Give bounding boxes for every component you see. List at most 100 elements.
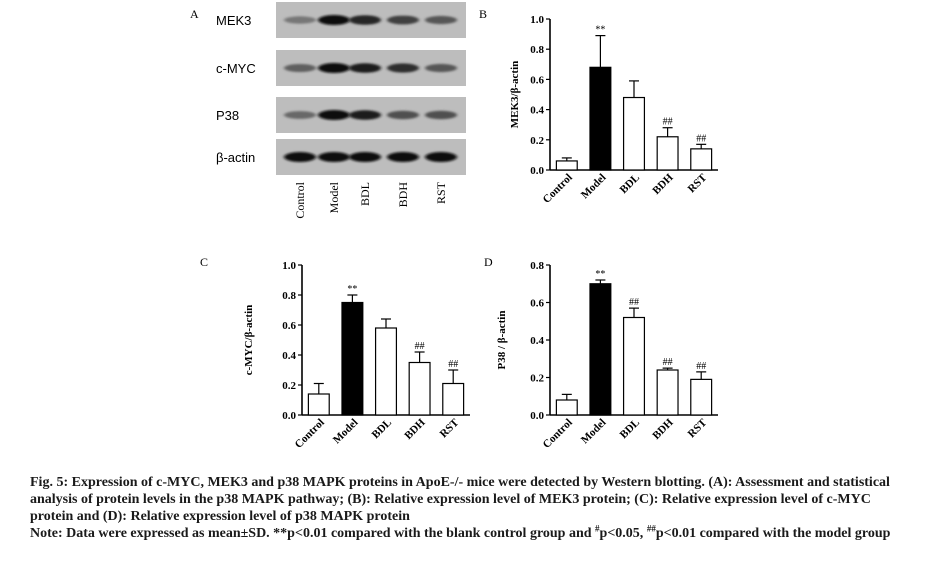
chart-d-bar-bdl <box>622 316 646 416</box>
chart-d-bar-control <box>555 399 578 416</box>
chart-c-bar-bdh <box>408 361 431 416</box>
chart-c-annotation-model: ** <box>347 284 357 295</box>
chart-d-y-tick-label: 0.4 <box>530 335 544 347</box>
chart-b-bar-control <box>555 160 578 171</box>
chart-b-bar-model <box>589 66 612 171</box>
chart-c-x-tick-label-bdh: BDH <box>402 416 428 442</box>
chart-c-bar-rst <box>442 382 465 416</box>
blot-lane-label-rst: RST <box>434 181 448 204</box>
chart-b-annotation-model: ** <box>595 25 605 36</box>
chart-d-annotation-bdh: ## <box>663 357 673 368</box>
chart-b-y-tick-label: 0.0 <box>530 165 544 177</box>
chart-d-annotation-model: ** <box>595 269 605 280</box>
chart-b-x-tick-label-rst: RST <box>686 171 710 195</box>
blot-band-mek3-bdl <box>349 15 381 25</box>
chart-b-bar-bdl <box>622 96 646 171</box>
blot-band-p38-bdl <box>349 110 381 120</box>
chart-cmyc: 0.0 0.2 0.4 0.6 0.8 1.0 c-MYC/β-actin Control **… <box>243 260 470 451</box>
chart-d-bar-model <box>589 283 612 416</box>
blot-band-c-myc-rst <box>425 63 457 73</box>
blot-band-p38-control <box>284 111 316 119</box>
chart-b-x-tick-label-bdl: BDL <box>618 172 642 196</box>
chart-b-y-tick-label: 0.2 <box>530 135 544 147</box>
chart-c-bar-control <box>307 393 330 416</box>
chart-d-annotation-bdl: ## <box>629 297 639 308</box>
chart-d-annotation-rst: ## <box>696 361 706 372</box>
blot-band-p38-rst <box>425 110 457 120</box>
chart-c-x-tick-label-bdl: BDL <box>370 417 394 441</box>
chart-d-x-tick-label-model: Model <box>579 417 609 447</box>
blot-lane-label-model: Model <box>327 181 341 213</box>
blot-band-actin-bdl <box>349 152 381 162</box>
chart-b-x-tick-label-control: Control <box>541 172 575 206</box>
chart-b-y-tick-label: 0.8 <box>530 44 544 56</box>
caption-fig-label: Fig. 5: <box>30 475 69 490</box>
caption-note-sup1: # <box>595 523 600 534</box>
blot-band-actin-rst <box>425 152 457 162</box>
caption-note-part1: Note: Data were expressed as mean±SD. **… <box>30 526 596 541</box>
chart-c-y-tick-label: 0.2 <box>282 380 296 392</box>
blot-lane-label-bdh: BDH <box>396 182 410 208</box>
chart-b-annotation-bdh: ## <box>663 117 673 128</box>
panel-letter-d: D <box>484 255 493 269</box>
chart-b-bar-bdh <box>656 136 679 171</box>
panel-letter-c: C <box>200 255 208 269</box>
blot-row-label-mek3: MEK3 <box>216 13 251 28</box>
chart-d-x-tick-label-bdl: BDL <box>618 417 642 441</box>
blot-lane-label-control: Control <box>293 181 307 218</box>
chart-c-x-tick-label-control: Control <box>293 417 327 451</box>
blot-band-actin-bdh <box>387 152 419 162</box>
chart-d-y-axis-title: P38 / β-actin <box>496 311 508 370</box>
blot-band-mek3-model <box>318 15 350 25</box>
blot-band-c-myc-control <box>284 64 316 72</box>
chart-c-annotation-bdh: ## <box>415 341 425 352</box>
caption-note-part3: p<0.01 compared with the model group <box>655 526 891 541</box>
caption-note-sup2: ## <box>646 523 656 534</box>
blot-row-label-c-myc: c-MYC <box>216 61 256 76</box>
chart-d-y-tick-label: 0.2 <box>530 373 544 385</box>
blot-row-label-actin: β-actin <box>216 150 255 165</box>
figure-caption: Fig. 5: Expression of c-MYC, MEK3 and p3… <box>30 474 910 542</box>
chart-d-bar-rst <box>690 378 713 416</box>
chart-c-y-tick-label: 0.8 <box>282 290 296 302</box>
chart-c-x-tick-label-model: Model <box>331 417 361 447</box>
caption-fig-text: Expression of c-MYC, MEK3 and p38 MAPK p… <box>30 475 890 524</box>
chart-c-x-tick-label-rst: RST <box>438 416 462 440</box>
blot-lane-label-bdl: BDL <box>358 182 372 206</box>
chart-c-y-tick-label: 0.6 <box>282 320 296 332</box>
chart-c-bar-model <box>341 301 364 416</box>
chart-d-x-tick-label-bdh: BDH <box>650 416 676 442</box>
blot-band-p38-model <box>318 110 350 120</box>
chart-d-y-tick-label: 0.8 <box>530 260 544 272</box>
caption-note: Note: Data were expressed as mean±SD. **… <box>30 523 910 542</box>
blot-band-c-myc-model <box>318 63 350 73</box>
chart-b-bar-rst <box>690 148 713 171</box>
caption-note-part2: p<0.05, <box>599 526 647 541</box>
chart-c-y-axis-title: c-MYC/β-actin <box>243 305 255 376</box>
chart-b-y-tick-label: 0.4 <box>530 105 544 117</box>
chart-d-y-tick-label: 0.6 <box>530 298 544 310</box>
western-blot-panel: MEK3 c-MYC P38 β-actin Control Model BDL BDH RST <box>216 2 466 219</box>
chart-b-annotation-rst: ## <box>696 133 706 144</box>
chart-d-x-tick-label-control: Control <box>541 417 575 451</box>
chart-c-y-tick-label: 1.0 <box>282 260 296 272</box>
chart-b-x-tick-label-model: Model <box>579 172 609 202</box>
blot-band-mek3-control <box>284 16 316 24</box>
chart-c-bar-bdl <box>374 327 398 416</box>
panel-letter-b: B <box>479 7 487 21</box>
chart-b-y-tick-label: 1.0 <box>530 14 544 26</box>
caption-main: Fig. 5: Expression of c-MYC, MEK3 and p3… <box>30 474 910 525</box>
chart-b-x-tick-label-bdh: BDH <box>650 171 676 197</box>
chart-d-x-tick-label-rst: RST <box>686 416 710 440</box>
chart-d-bar-bdh <box>656 369 679 416</box>
chart-c-y-tick-label: 0.4 <box>282 350 296 362</box>
blot-band-p38-bdh <box>387 110 419 120</box>
blot-band-actin-model <box>318 152 350 162</box>
blot-band-actin-control <box>284 152 316 162</box>
chart-b-y-axis-title: MEK3/β-actin <box>509 61 521 129</box>
panel-letter-a: A <box>190 7 199 21</box>
blot-band-c-myc-bdh <box>387 63 419 73</box>
chart-mek3: 0.0 0.2 0.4 0.6 0.8 1.0 MEK3/β-actin Control ** M… <box>509 14 718 206</box>
blot-row-label-p38: P38 <box>216 108 239 123</box>
blot-band-mek3-rst <box>425 15 457 25</box>
